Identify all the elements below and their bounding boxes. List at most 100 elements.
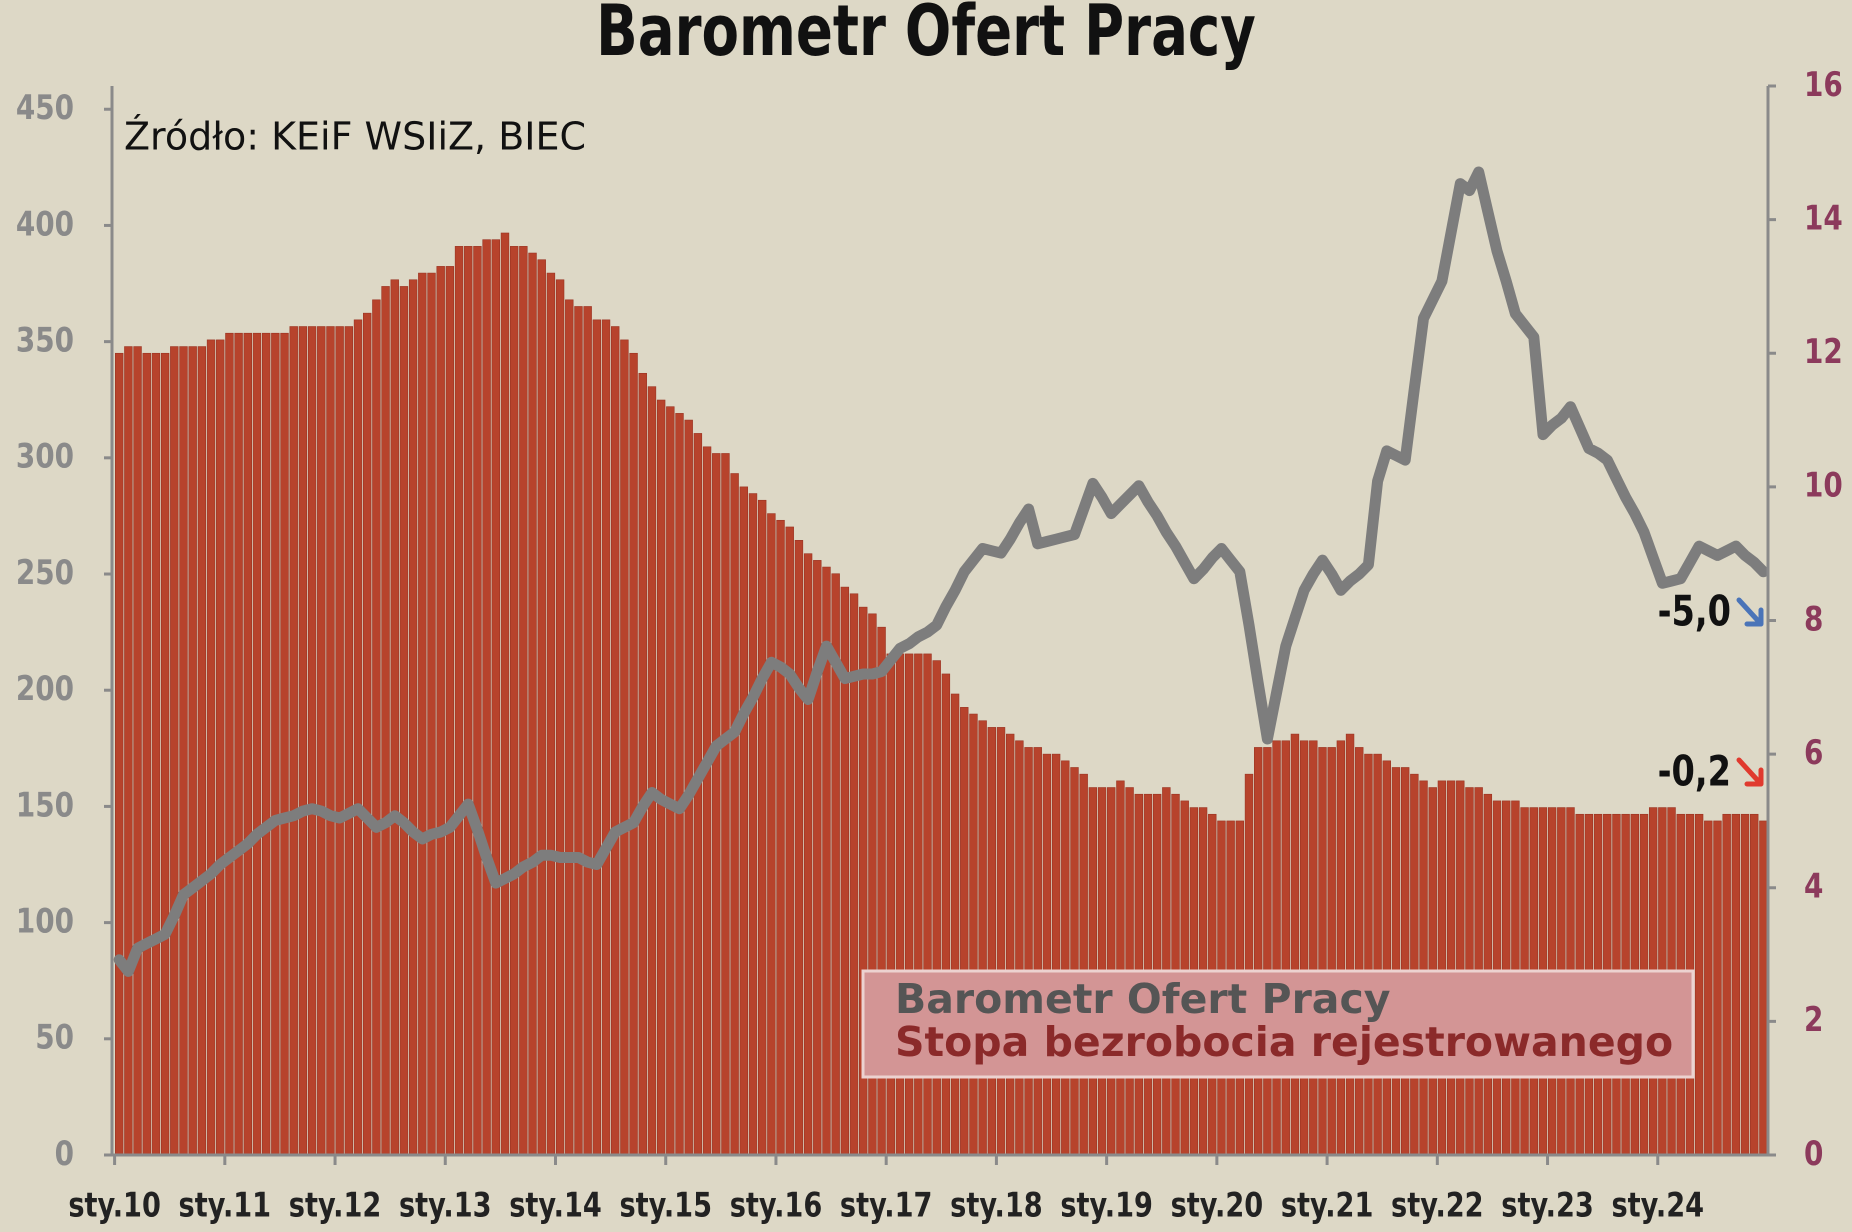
bar: [142, 352, 151, 1156]
x-tick-label: sty.10: [68, 1185, 161, 1225]
y2-tick-label: 2: [1804, 1001, 1823, 1040]
x-tick-label: sty.22: [1391, 1185, 1484, 1225]
bar: [344, 326, 354, 1156]
bar: [454, 246, 464, 1156]
x-tick-label: sty.17: [840, 1185, 933, 1225]
bar: [1355, 747, 1364, 1156]
x-tick-label: sty.16: [730, 1185, 823, 1225]
bar: [546, 272, 556, 1156]
bar: [803, 553, 813, 1156]
bar: [151, 352, 161, 1156]
y-tick-label: 450: [16, 88, 74, 127]
bar: [1345, 733, 1355, 1156]
bar: [914, 653, 923, 1156]
bar: [1750, 813, 1759, 1156]
bar: [932, 660, 941, 1156]
bar: [1740, 813, 1750, 1156]
y-tick-label: 100: [16, 902, 74, 941]
bar: [243, 332, 252, 1156]
bar: [721, 453, 730, 1156]
legend-label: Barometr Ofert Pracy: [895, 975, 1390, 1023]
bar: [656, 399, 666, 1156]
y2-tick-label: 0: [1804, 1134, 1823, 1173]
bar: [1382, 760, 1391, 1156]
bar: [1456, 780, 1465, 1156]
line-layer: [113, 166, 1769, 977]
bar: [757, 499, 767, 1156]
x-tick-label: sty.20: [1171, 1185, 1264, 1225]
bar: [611, 326, 620, 1156]
bar: [675, 413, 684, 1156]
bar: [647, 386, 657, 1156]
bar: [794, 540, 804, 1156]
bar: [133, 346, 142, 1156]
bar: [500, 232, 510, 1156]
bar: [739, 486, 749, 1156]
bar: [289, 326, 298, 1156]
bar: [1327, 747, 1336, 1156]
bar: [1704, 820, 1713, 1156]
annotation: -5,0: [1658, 587, 1731, 636]
bar: [996, 727, 1006, 1156]
bar: [1042, 753, 1052, 1156]
y-tick-label: 400: [16, 205, 74, 244]
x-tick-label: sty.12: [289, 1185, 382, 1225]
bar: [904, 653, 914, 1156]
bar: [280, 332, 289, 1156]
bar: [1759, 820, 1768, 1156]
bar: [969, 713, 978, 1156]
bar: [124, 346, 133, 1156]
bar: [353, 319, 363, 1156]
bar: [179, 346, 188, 1156]
bar: [491, 239, 500, 1156]
bar: [987, 727, 997, 1156]
bar: [482, 239, 491, 1156]
bar: [1400, 767, 1410, 1156]
y2-tick-label: 6: [1804, 733, 1823, 772]
y-tick-label: 0: [55, 1134, 74, 1173]
bar: [252, 332, 262, 1156]
axis-layer: 0 50 100 150 200 250 300 350 400 450 0 2 4 6 8 10 12 14 16…: [16, 65, 1843, 1225]
bar: [712, 453, 721, 1156]
bar: [886, 653, 895, 1156]
bar: [1015, 740, 1024, 1156]
bar: [1116, 780, 1125, 1156]
bar: [1005, 733, 1015, 1156]
x-tick-label: sty.23: [1501, 1185, 1594, 1225]
bar: [1722, 813, 1731, 1156]
bar: [225, 332, 234, 1156]
bar: [785, 526, 794, 1156]
bar: [1391, 767, 1401, 1156]
bar: [1299, 740, 1309, 1156]
y2-tick-label: 14: [1804, 199, 1843, 238]
x-tick-label: sty.14: [509, 1185, 602, 1225]
bar: [363, 312, 372, 1156]
y2-tick-label: 4: [1804, 867, 1823, 906]
bar: [326, 326, 335, 1156]
bar: [1731, 813, 1741, 1156]
bar: [473, 246, 482, 1156]
line-series: [113, 166, 1769, 977]
bar: [408, 279, 418, 1156]
bar: [923, 653, 932, 1156]
bar: [960, 707, 969, 1156]
bar: [1079, 773, 1088, 1156]
bar: [1694, 813, 1704, 1156]
bar: [234, 332, 243, 1156]
y2-tick-label: 12: [1804, 332, 1843, 371]
bar: [1281, 740, 1290, 1156]
bar: [1419, 780, 1428, 1156]
bar: [748, 493, 758, 1156]
bar: [1070, 767, 1079, 1156]
bar: [730, 473, 739, 1156]
legend-label: Stopa bezrobocia rejestrowanego: [895, 1018, 1673, 1066]
bar: [188, 346, 197, 1156]
bar: [1446, 780, 1456, 1156]
bar: [216, 339, 225, 1156]
bar: [941, 673, 951, 1156]
bar: [978, 720, 987, 1156]
y-tick-label: 350: [16, 321, 74, 360]
